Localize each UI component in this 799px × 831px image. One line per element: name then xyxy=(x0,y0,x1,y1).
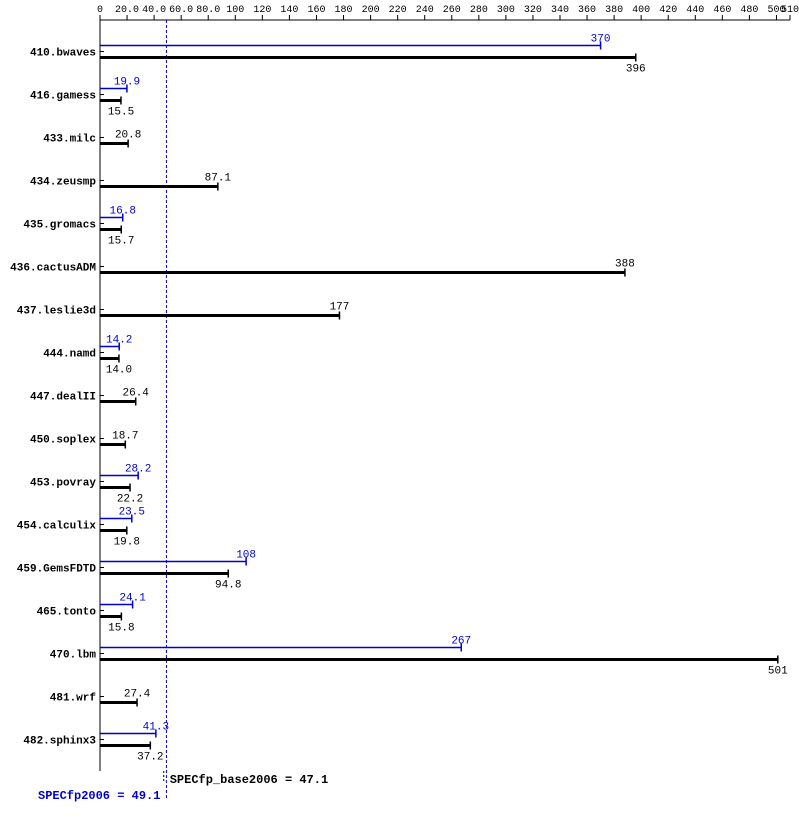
axis-tick-label: 140 xyxy=(280,5,298,16)
axis-tick-label: 380 xyxy=(605,5,623,16)
axis-tick-label: 260 xyxy=(443,5,461,16)
axis-tick-label: 280 xyxy=(470,5,488,16)
base-value: 177 xyxy=(330,302,350,314)
axis-tick-label: 240 xyxy=(416,5,434,16)
benchmark-label: 450.soplex xyxy=(30,435,96,447)
benchmark-label: 444.namd xyxy=(43,349,96,361)
footer-base-text: SPECfp_base2006 = 47.1 xyxy=(170,773,328,787)
axis-tick-label: 60.0 xyxy=(169,5,193,16)
benchmark-label: 434.zeusmp xyxy=(30,177,96,189)
peak-value: 16.8 xyxy=(110,206,136,218)
base-value: 27.4 xyxy=(124,689,151,701)
axis-tick-label: 400 xyxy=(632,5,650,16)
base-value: 26.4 xyxy=(123,388,150,400)
base-value: 18.7 xyxy=(112,431,138,443)
peak-value: 108 xyxy=(236,550,256,562)
base-value: 15.7 xyxy=(108,236,134,248)
axis-tick-label: 510 xyxy=(781,5,799,16)
base-value: 37.2 xyxy=(137,752,163,764)
base-value: 14.0 xyxy=(106,365,132,377)
peak-value: 24.1 xyxy=(119,593,146,605)
benchmark-label: 436.cactusADM xyxy=(10,263,96,275)
benchmark-label: 447.dealII xyxy=(30,392,96,404)
axis-tick-label: 200 xyxy=(362,5,380,16)
benchmark-label: 410.bwaves xyxy=(30,48,96,60)
axis-tick-label: 100 xyxy=(226,5,244,16)
benchmark-label: 433.milc xyxy=(43,134,96,146)
benchmark-label: 482.sphinx3 xyxy=(23,736,96,748)
peak-value: 267 xyxy=(451,636,471,648)
benchmark-label: 459.GemsFDTD xyxy=(17,564,97,576)
benchmark-label: 453.povray xyxy=(30,478,96,490)
peak-value: 23.5 xyxy=(119,507,145,519)
axis-tick-label: 480 xyxy=(740,5,758,16)
axis-tick-label: 220 xyxy=(389,5,407,16)
base-value: 87.1 xyxy=(205,173,232,185)
axis-tick-label: 120 xyxy=(253,5,271,16)
base-value: 94.8 xyxy=(215,580,241,592)
peak-value: 14.2 xyxy=(106,335,132,347)
base-value: 396 xyxy=(626,64,646,76)
base-value: 22.2 xyxy=(117,494,143,506)
axis-tick-label: 20.0 xyxy=(115,5,139,16)
base-value: 20.8 xyxy=(115,130,141,142)
axis-tick-label: 0 xyxy=(97,5,103,16)
peak-value: 28.2 xyxy=(125,464,151,476)
peak-value: 19.9 xyxy=(114,77,140,89)
axis-tick-label: 40.0 xyxy=(142,5,166,16)
spec-chart: 0 20.040.060.080.0 100 120 140 160 180 200 220 24… xyxy=(0,0,799,831)
base-value: 15.5 xyxy=(108,107,134,119)
benchmark-label: 416.gamess xyxy=(30,91,96,103)
axis-tick-label: 180 xyxy=(335,5,353,16)
axis-tick-label: 360 xyxy=(578,5,596,16)
benchmark-label: 454.calculix xyxy=(17,521,97,533)
axis-tick-label: 420 xyxy=(659,5,677,16)
benchmark-label: 481.wrf xyxy=(50,693,97,705)
peak-value: 41.3 xyxy=(143,722,169,734)
benchmark-label: 435.gromacs xyxy=(23,220,96,232)
benchmark-label: 465.tonto xyxy=(37,607,97,619)
base-value: 501 xyxy=(768,666,788,678)
peak-value: 370 xyxy=(591,34,611,46)
axis-tick-label: 440 xyxy=(686,5,704,16)
axis-tick-label: 80.0 xyxy=(196,5,220,16)
base-value: 388 xyxy=(615,259,635,271)
base-value: 19.8 xyxy=(114,537,140,549)
axis-tick-label: 340 xyxy=(551,5,569,16)
axis-tick-label: 460 xyxy=(713,5,731,16)
benchmark-label: 437.leslie3d xyxy=(17,306,96,318)
axis-tick-label: 300 xyxy=(497,5,515,16)
footer-peak-text: SPECfp2006 = 49.1 xyxy=(38,789,160,803)
base-value: 15.8 xyxy=(108,623,134,635)
axis-tick-label: 320 xyxy=(524,5,542,16)
axis-tick-label: 160 xyxy=(307,5,325,16)
benchmark-label: 470.lbm xyxy=(50,650,97,662)
